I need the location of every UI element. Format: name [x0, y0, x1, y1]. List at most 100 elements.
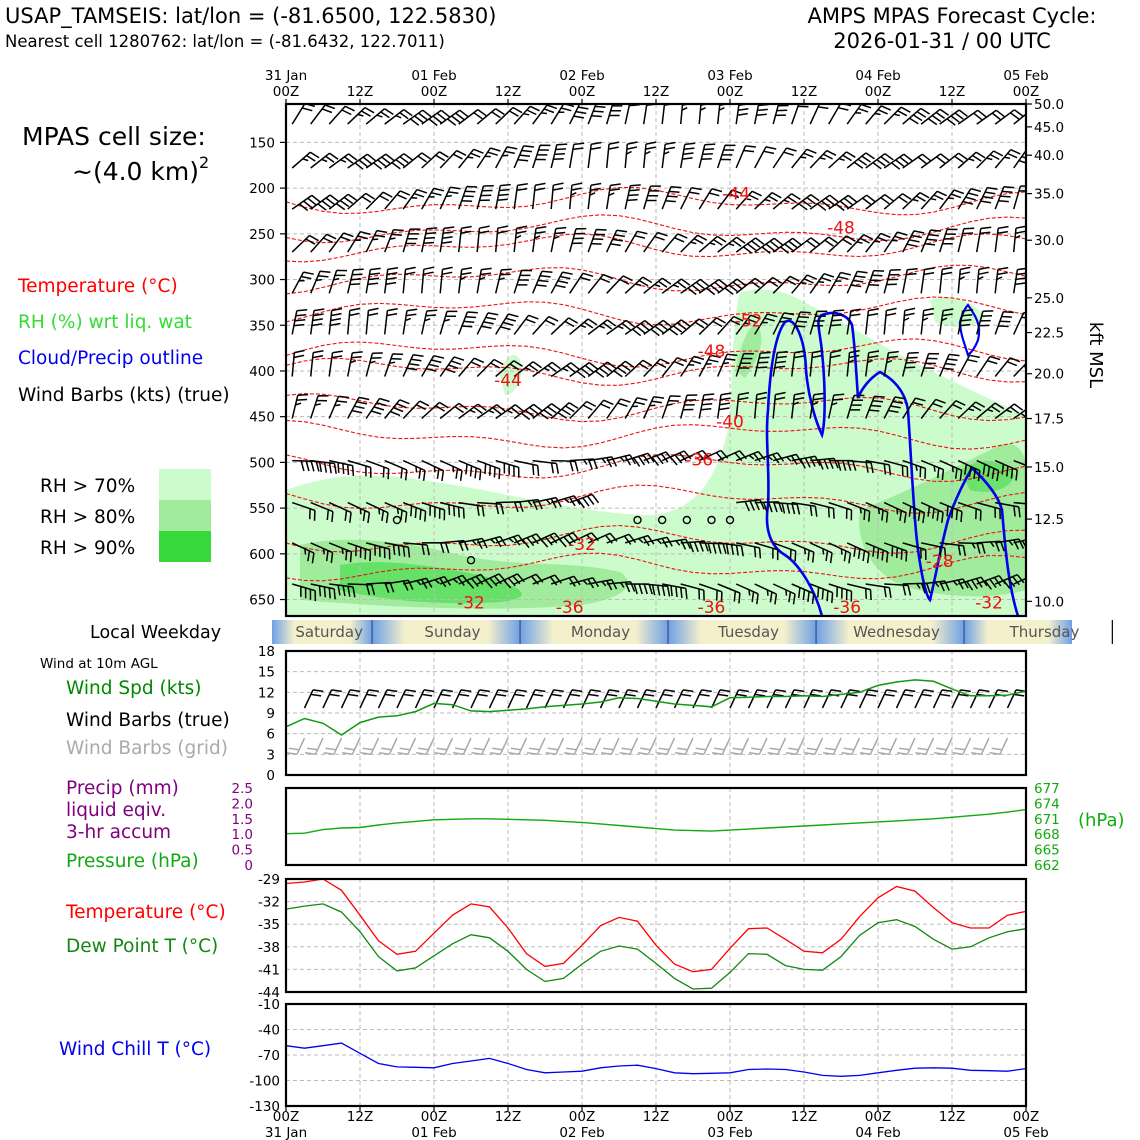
upper-air-barb [457, 185, 478, 210]
upper-air-barb [347, 396, 370, 419]
upper-air-barb [809, 583, 834, 604]
isotherm-line [286, 525, 1026, 554]
upper-air-barb [791, 455, 821, 469]
upper-air-barb [772, 312, 795, 335]
upper-air-barb [883, 269, 901, 294]
true-wind-barb [951, 689, 971, 709]
upper-air-barb [735, 583, 759, 605]
upper-air-barb [864, 269, 885, 294]
upper-air-barb [495, 106, 523, 125]
upper-air-barb [458, 459, 482, 481]
upper-air-barb [624, 184, 641, 210]
upper-air-barb [513, 105, 540, 125]
upper-air-barb [402, 109, 432, 126]
isotherm-label: -32 [975, 593, 1003, 613]
top-date-label: 02 Feb [559, 68, 604, 84]
upper-air-barb [976, 540, 1005, 552]
grid-wind-barb [286, 737, 306, 756]
grid-wind-barb [748, 737, 768, 756]
upper-air-barb [958, 542, 986, 554]
top-hour-label: 12Z [939, 84, 965, 100]
upper-air-barb [920, 153, 950, 169]
upper-air-barb [421, 459, 445, 482]
upper-air-barb [1012, 267, 1026, 294]
upper-air-wind-barbs [291, 104, 1026, 605]
upper-air-barb [753, 351, 771, 377]
upper-air-barb [698, 583, 723, 603]
upper-air-barb [773, 501, 801, 515]
grid-wind-barb [489, 737, 509, 756]
upper-air-barb [402, 266, 416, 294]
upper-air-barb [736, 542, 762, 559]
upper-air-barb [476, 225, 490, 253]
grid-wind-barb [785, 737, 805, 756]
upper-air-barb [661, 141, 676, 169]
upper-air-barb [846, 542, 870, 564]
upper-air-barb [531, 144, 551, 169]
upper-air-barb [1013, 577, 1026, 585]
upper-air-barb [994, 186, 1015, 210]
upper-air-barb [384, 459, 408, 481]
pressure-unit-label: (hPa) [1078, 810, 1125, 831]
upper-air-barb [532, 361, 561, 378]
wind-panel: 0 3 6 9 12 15 18 [258, 644, 1028, 784]
isotherm-label: -52 [735, 312, 763, 332]
upper-air-barb [976, 459, 1000, 482]
upper-air-barb [531, 226, 547, 253]
chill-tick-label: -100 [249, 1074, 280, 1090]
upper-air-barb [514, 459, 540, 476]
upper-air-barb [624, 534, 655, 547]
true-wind-barb [895, 689, 916, 709]
upper-air-barb [901, 267, 918, 294]
upper-air-barb [938, 308, 954, 335]
upper-air-barb [902, 107, 931, 125]
upper-air-barb [569, 458, 598, 470]
bottom-hour-label: 00Z [273, 1109, 299, 1125]
upper-air-barb [994, 109, 1024, 125]
grid-wind-barb [563, 737, 583, 756]
upper-air-barb [291, 583, 317, 602]
upper-air-barb [865, 501, 889, 523]
true-wind-barb [433, 689, 453, 709]
upper-air-barb [791, 542, 815, 563]
upper-air-barb [476, 459, 501, 480]
upper-air-barb [976, 501, 1001, 520]
isotherm-label: -44 [494, 371, 522, 391]
upper-air-barb [458, 148, 484, 169]
top-hour-label: 00Z [569, 84, 595, 100]
upper-air-barb [754, 191, 782, 210]
grid-wind-barb [859, 737, 879, 756]
upper-air-barb [735, 237, 765, 254]
upper-air-barb [384, 108, 413, 125]
top-hour-label: 00Z [1013, 84, 1039, 100]
true-wind-barb [914, 689, 934, 709]
isotherm-label: -36 [556, 598, 584, 618]
upper-air-barb [421, 151, 449, 169]
upper-air-barb [883, 193, 912, 210]
temperature-line [285, 878, 1027, 973]
true-wind-barb [322, 689, 342, 709]
upper-air-barb [754, 146, 777, 169]
true-wind-barb [877, 689, 897, 709]
true-wind-barb [766, 689, 786, 709]
upper-air-barb [383, 353, 404, 377]
grid-wind-barb [970, 737, 990, 756]
wind-axis: 0 3 6 9 12 15 18 [258, 644, 275, 784]
upper-air-barb [291, 501, 316, 521]
upper-air-barb [643, 451, 674, 467]
upper-air-barb [828, 583, 853, 602]
pressure-tick-label: 250 [249, 227, 275, 243]
weekday-label: Wednesday [853, 623, 940, 641]
precip-tick-label: 2.0 [232, 796, 253, 812]
upper-air-barb [346, 351, 363, 377]
upper-air-barb [606, 275, 633, 294]
upper-air-barb [402, 152, 431, 169]
calm-circle [725, 515, 735, 525]
pressure-tick-label: 674 [1034, 796, 1060, 812]
isotherm-label: -36 [698, 598, 726, 618]
upper-air-barb [809, 104, 831, 125]
upper-air-barb [790, 311, 811, 335]
kft-tick-label: 50.0 [1034, 97, 1064, 113]
legend-rh: RH (%) wrt liq. wat [18, 312, 192, 333]
